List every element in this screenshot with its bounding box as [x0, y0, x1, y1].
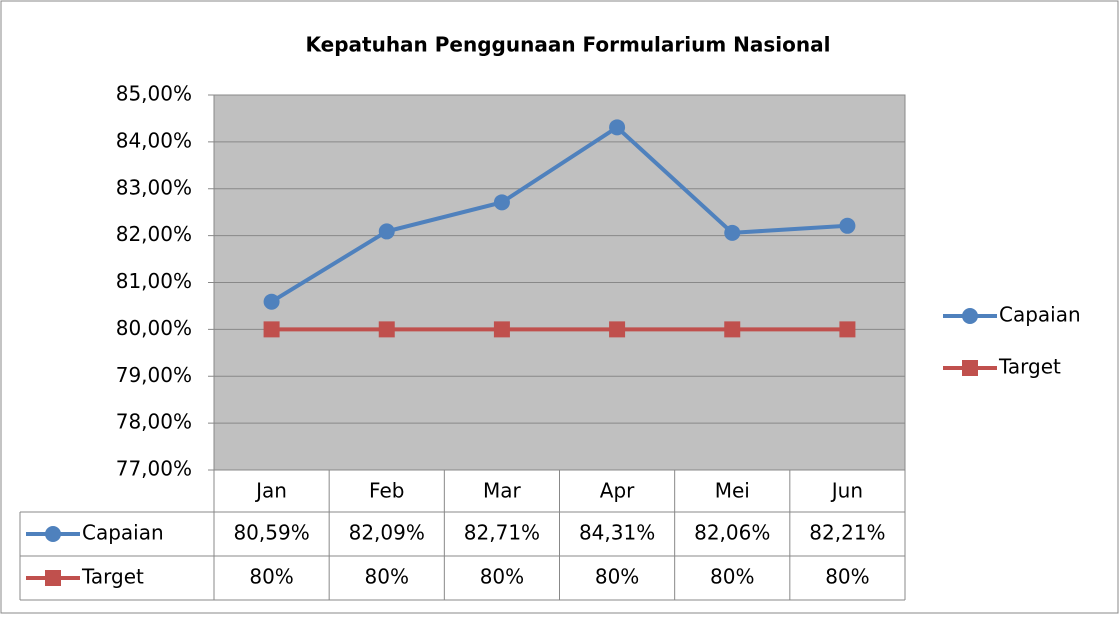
table-cell: 80% — [825, 565, 869, 589]
marker — [493, 194, 510, 211]
marker — [263, 293, 280, 310]
marker — [839, 217, 856, 234]
x-tick-label: Jan — [254, 479, 287, 503]
legend-label: Capaian — [999, 303, 1081, 327]
table-cell: 80% — [595, 565, 639, 589]
legend-key — [962, 360, 978, 376]
x-tick-label: Apr — [600, 479, 635, 503]
table-row-label: Capaian — [82, 521, 164, 545]
y-tick-label: 80,00% — [116, 316, 192, 340]
marker — [609, 321, 626, 338]
table-cell: 80% — [249, 565, 293, 589]
y-tick-label: 81,00% — [116, 269, 192, 293]
y-tick-label: 83,00% — [116, 175, 192, 199]
table-cell: 80% — [710, 565, 754, 589]
table-cell: 82,71% — [464, 521, 540, 545]
table-cell: 82,06% — [694, 521, 770, 545]
x-tick-label: Jun — [830, 479, 863, 503]
table-cell: 80% — [480, 565, 524, 589]
legend-key — [45, 526, 61, 542]
legend-key — [45, 570, 61, 586]
y-tick-label: 78,00% — [116, 410, 192, 434]
chart-title: Kepatuhan Penggunaan Formularium Nasiona… — [306, 33, 831, 57]
table-cell: 82,09% — [349, 521, 425, 545]
y-tick-label: 82,00% — [116, 222, 192, 246]
table-cell: 82,21% — [809, 521, 885, 545]
y-tick-label: 79,00% — [116, 363, 192, 387]
marker — [263, 321, 280, 338]
table-cell: 84,31% — [579, 521, 655, 545]
y-tick-label: 85,00% — [116, 82, 192, 106]
x-tick-label: Mar — [483, 479, 522, 503]
marker — [378, 321, 395, 338]
x-tick-label: Mei — [715, 479, 750, 503]
table-row-label: Target — [81, 565, 144, 589]
legend-label: Target — [998, 355, 1061, 379]
table-cell: 80% — [365, 565, 409, 589]
y-tick-label: 84,00% — [116, 128, 192, 152]
line — [270, 124, 848, 304]
marker — [839, 321, 856, 338]
marker — [378, 223, 395, 240]
x-tick-label: Feb — [369, 479, 404, 503]
table-cell: 80,59% — [233, 521, 309, 545]
marker — [609, 119, 626, 136]
legend-key — [962, 308, 978, 324]
marker — [724, 321, 741, 338]
marker — [724, 224, 741, 241]
y-tick-label: 77,00% — [116, 457, 192, 481]
marker — [493, 321, 510, 338]
